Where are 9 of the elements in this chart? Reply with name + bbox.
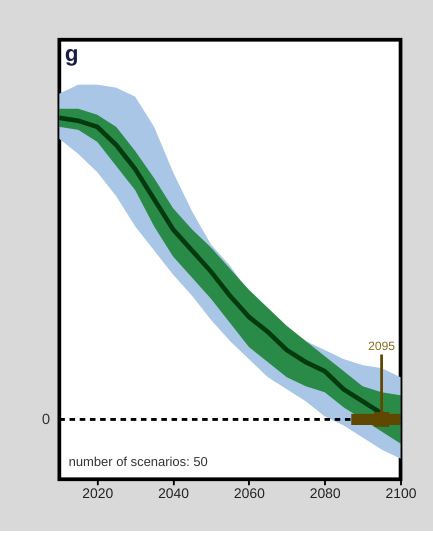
chart-title: g xyxy=(64,41,78,66)
x-tick-label: 2100 xyxy=(386,485,417,502)
annotation: 2095 xyxy=(368,338,396,353)
x-tick-label: 2020 xyxy=(82,485,114,502)
x-tick-label: 2040 xyxy=(158,485,190,502)
x-tick-label: 2060 xyxy=(234,485,266,502)
ref-line-label: 0 xyxy=(42,412,50,428)
text: number of scenarios: 50 xyxy=(68,454,208,470)
x-tick-label: 2080 xyxy=(310,485,341,502)
